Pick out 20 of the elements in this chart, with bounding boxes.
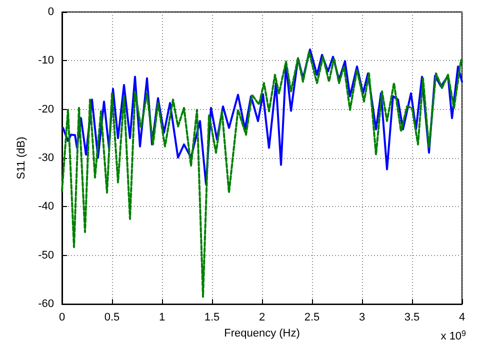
x-tick-label: 3.5	[404, 312, 420, 324]
x-tick-label: 1	[158, 312, 166, 324]
x-tick-label: 2	[258, 312, 266, 324]
line-series	[61, 50, 463, 298]
x-tick-label: 0.5	[104, 312, 120, 324]
y-tick-label: -40	[38, 200, 54, 213]
y-tick-label: -60	[38, 298, 54, 310]
line-series	[62, 48, 463, 186]
y-tick-label: -30	[38, 152, 54, 164]
y-tick-label: -50	[38, 249, 54, 262]
x-tick-label: 2.5	[304, 312, 320, 324]
y-tick-label: 0	[48, 6, 54, 18]
x-tick-label: 3	[358, 312, 366, 324]
y-tick-label: -10	[38, 54, 54, 67]
x-tick-label: 0	[58, 312, 66, 324]
x-tick-label: 1.5	[204, 312, 220, 324]
y-axis-title: S11 (dB)	[16, 136, 28, 180]
x-tick-label: 4	[458, 312, 466, 324]
x-axis-title: Frequency (Hz)	[224, 328, 300, 340]
y-tick-label: -20	[38, 103, 54, 116]
